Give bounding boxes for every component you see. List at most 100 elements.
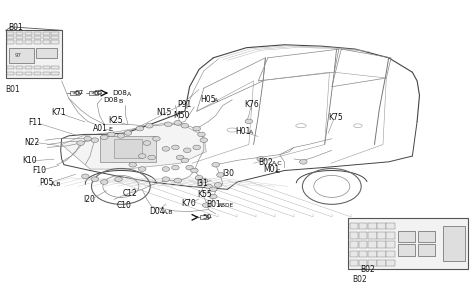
Text: B: B: [118, 99, 122, 104]
Bar: [43, 66, 50, 69]
Bar: [368, 223, 376, 229]
Text: A,C: A,C: [272, 161, 282, 166]
Text: B02: B02: [258, 158, 273, 167]
Bar: [36, 49, 57, 58]
Text: C: C: [275, 168, 280, 174]
Circle shape: [124, 131, 132, 135]
Text: F11: F11: [28, 118, 42, 127]
Bar: [368, 241, 376, 248]
Bar: [359, 241, 367, 248]
Text: H05: H05: [200, 95, 216, 104]
Text: C12: C12: [122, 188, 137, 198]
Circle shape: [214, 183, 222, 187]
Bar: [368, 232, 376, 239]
Text: M50: M50: [173, 110, 190, 120]
Bar: [100, 136, 156, 162]
Bar: [34, 66, 41, 69]
Bar: [51, 72, 58, 75]
Bar: [368, 251, 376, 257]
Bar: [418, 244, 435, 256]
Circle shape: [181, 123, 189, 128]
Circle shape: [217, 173, 224, 177]
Bar: [359, 251, 367, 257]
Circle shape: [257, 157, 264, 161]
Text: M01: M01: [264, 165, 280, 175]
Bar: [34, 32, 41, 35]
Circle shape: [193, 126, 201, 131]
Circle shape: [162, 147, 170, 151]
Text: F10: F10: [32, 166, 46, 175]
Circle shape: [108, 132, 115, 137]
Text: C10: C10: [116, 201, 131, 210]
Bar: [70, 91, 79, 95]
Text: A,B: A,B: [51, 181, 62, 186]
Bar: [348, 218, 468, 269]
Circle shape: [245, 119, 253, 124]
Bar: [359, 223, 367, 229]
Bar: [359, 232, 367, 239]
Circle shape: [200, 178, 208, 183]
Circle shape: [162, 177, 170, 181]
Bar: [350, 223, 358, 229]
Bar: [51, 66, 58, 69]
Circle shape: [162, 167, 170, 171]
Bar: [16, 32, 23, 35]
Text: B02: B02: [353, 275, 367, 284]
Bar: [89, 91, 98, 95]
Text: K70: K70: [181, 199, 196, 208]
Circle shape: [143, 141, 151, 145]
Circle shape: [205, 184, 212, 189]
Circle shape: [202, 203, 210, 208]
Text: N15: N15: [156, 108, 172, 117]
Bar: [377, 232, 386, 239]
Bar: [350, 260, 358, 266]
Circle shape: [174, 121, 182, 125]
Bar: [43, 72, 50, 75]
Circle shape: [195, 175, 203, 180]
Text: E: E: [108, 127, 112, 132]
Bar: [9, 47, 34, 63]
Bar: [443, 226, 465, 261]
Circle shape: [210, 194, 217, 199]
Bar: [34, 40, 41, 44]
Text: A: A: [249, 130, 254, 135]
Bar: [43, 32, 50, 35]
Text: K10: K10: [22, 156, 36, 166]
Bar: [377, 241, 386, 248]
Text: P05: P05: [39, 178, 54, 187]
Circle shape: [77, 141, 84, 145]
Circle shape: [84, 136, 91, 141]
Circle shape: [138, 167, 146, 171]
Bar: [350, 251, 358, 257]
Circle shape: [117, 134, 125, 138]
Circle shape: [186, 165, 193, 170]
Bar: [377, 251, 386, 257]
Text: D08: D08: [112, 90, 127, 96]
Text: K76: K76: [245, 100, 259, 109]
Bar: [368, 260, 376, 266]
Text: ABDE: ABDE: [218, 203, 234, 208]
Circle shape: [148, 155, 155, 160]
Circle shape: [91, 138, 99, 142]
Bar: [25, 32, 32, 35]
Bar: [386, 232, 395, 239]
Circle shape: [100, 180, 108, 184]
Circle shape: [153, 136, 160, 141]
Text: I20: I20: [83, 195, 95, 205]
Circle shape: [172, 145, 179, 150]
Bar: [51, 36, 58, 39]
Circle shape: [212, 162, 219, 167]
Bar: [386, 260, 395, 266]
Bar: [377, 223, 386, 229]
Circle shape: [129, 162, 137, 167]
Bar: [7, 32, 14, 35]
Bar: [377, 260, 386, 266]
Circle shape: [181, 158, 189, 163]
Bar: [7, 36, 14, 39]
Bar: [386, 223, 395, 229]
Bar: [350, 241, 358, 248]
Circle shape: [210, 187, 217, 192]
Bar: [386, 251, 395, 257]
Circle shape: [100, 135, 108, 140]
Bar: [25, 66, 32, 69]
